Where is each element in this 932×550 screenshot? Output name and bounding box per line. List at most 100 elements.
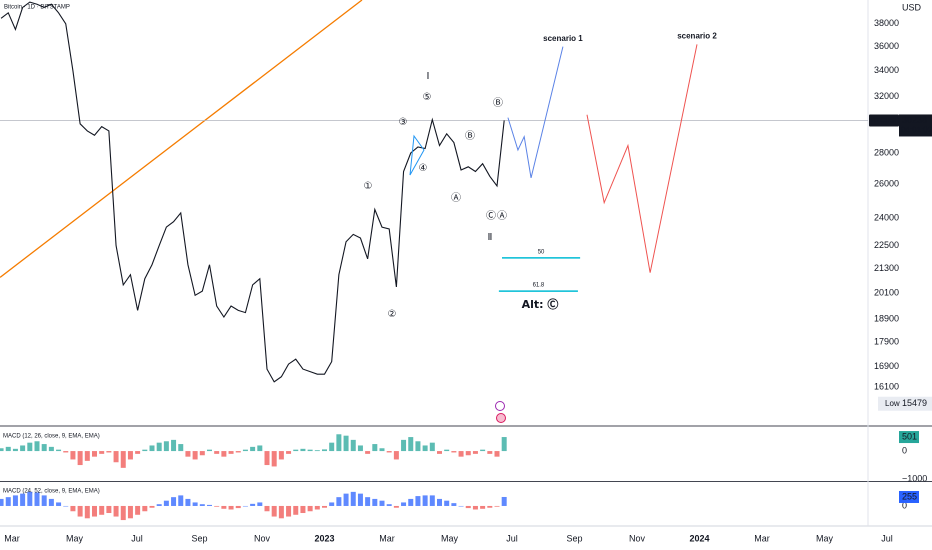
histogram-bar	[48, 446, 54, 452]
histogram-bar	[350, 439, 356, 452]
histogram-bar	[84, 451, 90, 461]
histogram-bar	[214, 505, 220, 507]
histogram-bar	[257, 445, 263, 452]
histogram-bar	[156, 504, 162, 506]
wave-label: ②	[388, 309, 397, 320]
histogram-bar	[156, 442, 162, 452]
event-icon	[495, 401, 505, 411]
histogram-bar	[149, 505, 155, 508]
x-tick-label: 2024	[689, 533, 709, 543]
histogram-bar	[458, 451, 464, 457]
wave-label: Alt: Ⓒ	[522, 297, 559, 311]
histogram-bar	[56, 449, 62, 452]
x-tick-label: Jul	[881, 533, 893, 543]
histogram-bar	[92, 505, 97, 517]
x-tick-label: Mar	[4, 533, 20, 543]
histogram-bar	[41, 444, 47, 452]
trendline	[0, 0, 363, 278]
histogram-bar	[127, 505, 133, 519]
histogram-bar	[278, 505, 284, 519]
histogram-bar	[142, 449, 148, 452]
histogram-bar	[135, 451, 141, 454]
histogram-bar	[221, 451, 227, 457]
histogram-bar	[207, 504, 212, 506]
indicator-title: MACD (12, 26, close, 9, EMA, EMA)	[3, 434, 100, 440]
price-tag	[899, 114, 932, 137]
value-tag	[899, 431, 919, 444]
value-tag-label: 255	[902, 491, 917, 501]
price-tag-value: 30238	[902, 115, 927, 125]
histogram-bar	[12, 495, 18, 506]
histogram-bar	[350, 491, 356, 506]
histogram-bar	[494, 451, 500, 457]
histogram-bar	[372, 498, 378, 506]
histogram-bar	[357, 493, 363, 506]
histogram-bar	[99, 451, 105, 454]
wave-label: Ⅰ	[427, 71, 430, 82]
histogram-bar	[336, 434, 342, 452]
histogram-bar	[451, 451, 457, 453]
fib-label: 61.8	[533, 283, 545, 289]
wave-label: ①	[364, 181, 373, 192]
wave-label: Ⓑ	[465, 130, 475, 142]
histogram-bar	[408, 437, 414, 452]
x-tick-label: Nov	[254, 533, 271, 543]
histogram-bar	[41, 495, 47, 506]
histogram-bar	[357, 445, 363, 452]
x-tick-label: Jul	[506, 533, 518, 543]
histogram-bar	[480, 449, 486, 452]
histogram-bar	[250, 446, 256, 452]
histogram-bar	[70, 505, 76, 512]
histogram-bar	[0, 498, 4, 506]
histogram-bar	[77, 505, 83, 517]
y-tick-label: 28000	[874, 147, 899, 157]
histogram-bar	[472, 451, 478, 454]
histogram-bar	[235, 451, 241, 453]
histogram-bar	[120, 451, 126, 468]
histogram-bar	[487, 505, 493, 508]
histogram-bar	[480, 505, 486, 509]
scenario-line	[507, 46, 564, 178]
x-tick-label: Sep	[566, 533, 582, 543]
histogram-bar	[286, 505, 292, 517]
histogram-bar	[242, 449, 248, 452]
histogram-bar	[178, 495, 184, 506]
histogram-bar	[314, 450, 320, 452]
histogram-bar	[250, 503, 256, 506]
histogram-bar	[70, 451, 76, 460]
histogram-bar	[386, 504, 392, 506]
histogram-bar	[12, 448, 18, 452]
histogram-bar	[113, 505, 119, 517]
histogram-bar	[271, 451, 277, 467]
histogram-bar	[163, 441, 169, 452]
scenario-line	[586, 44, 698, 273]
histogram-bar	[77, 451, 83, 466]
wave-label: Ⓐ	[451, 192, 461, 204]
scenario-label: scenario 1	[543, 34, 583, 43]
histogram-bar	[207, 449, 212, 452]
histogram-bar	[379, 500, 385, 506]
histogram-bar	[307, 505, 313, 512]
histogram-bar	[63, 505, 69, 507]
histogram-bar	[307, 449, 313, 452]
histogram-bar	[300, 448, 306, 452]
histogram-bar	[365, 497, 371, 506]
y-tick-label: 38000	[874, 18, 899, 28]
y-tick-label: 20100	[874, 288, 899, 298]
histogram-bar	[437, 451, 442, 454]
low-tag-value: 15479	[902, 398, 927, 408]
histogram-bar	[127, 451, 133, 460]
histogram-bar	[228, 451, 234, 454]
event-icon	[496, 413, 506, 423]
low-tag-label: Low	[885, 399, 900, 408]
x-tick-label: Sep	[191, 533, 207, 543]
histogram-bar	[235, 505, 241, 509]
histogram-bar	[437, 498, 442, 506]
histogram-bar	[472, 505, 478, 510]
value-tag-label: 501	[902, 431, 917, 441]
histogram-bar	[0, 448, 4, 452]
histogram-bar	[20, 445, 26, 452]
histogram-bar	[314, 505, 320, 510]
histogram-bar	[415, 496, 421, 506]
